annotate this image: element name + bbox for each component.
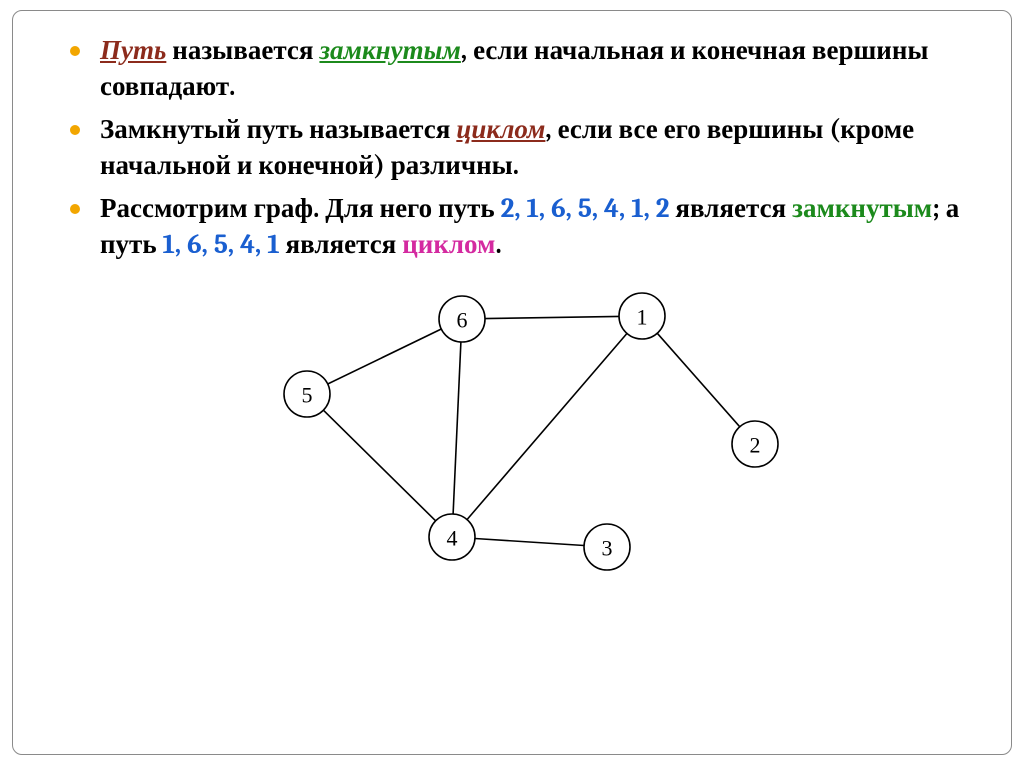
graph-node-6: 6 <box>439 296 485 342</box>
word-cycle: циклом <box>402 229 495 260</box>
text: Замкнутый путь называется <box>100 114 456 145</box>
graph-node-3: 3 <box>584 524 630 570</box>
svg-text:4: 4 <box>447 525 458 550</box>
text: Рассмотрим граф. Для него путь <box>100 193 501 224</box>
text: . <box>495 229 501 260</box>
graph-svg: 1 2 3 4 5 6 <box>237 274 797 594</box>
svg-text:6: 6 <box>457 307 468 332</box>
graph-edge <box>453 342 461 514</box>
graph-edge <box>485 316 619 318</box>
graph-edge <box>328 329 442 384</box>
svg-text:1: 1 <box>637 304 648 329</box>
graph-diagram: 1 2 3 4 5 6 <box>237 274 797 594</box>
slide-frame: Путь называется замкнутым, если начальна… <box>12 10 1012 755</box>
graph-edge <box>467 333 627 519</box>
bullet-1: Путь называется замкнутым, если начальна… <box>58 33 976 106</box>
word-closed: замкнутым <box>792 193 932 224</box>
svg-text:2: 2 <box>750 432 761 457</box>
graph-node-5: 5 <box>284 371 330 417</box>
term-closed: замкнутым <box>319 35 460 66</box>
svg-text:3: 3 <box>602 535 613 560</box>
graph-edge <box>323 410 435 521</box>
graph-edge <box>475 538 584 545</box>
text: является <box>280 229 403 260</box>
path-sequence-1: 2, 1, 6, 5, 4, 1, 2 <box>501 193 670 224</box>
graph-node-1: 1 <box>619 293 665 339</box>
text: называется <box>166 35 319 66</box>
bullet-list: Путь называется замкнутым, если начальна… <box>58 33 976 264</box>
term-path: Путь <box>100 35 166 66</box>
bullet-2: Замкнутый путь называется циклом, если в… <box>58 112 976 185</box>
bullet-3: Рассмотрим граф. Для него путь 2, 1, 6, … <box>58 191 976 264</box>
svg-text:5: 5 <box>302 382 313 407</box>
graph-edge <box>657 333 740 427</box>
graph-node-2: 2 <box>732 421 778 467</box>
graph-node-4: 4 <box>429 514 475 560</box>
text: является <box>669 193 792 224</box>
path-sequence-2: 1, 6, 5, 4, 1 <box>163 229 280 260</box>
term-cycle: циклом <box>456 114 545 145</box>
